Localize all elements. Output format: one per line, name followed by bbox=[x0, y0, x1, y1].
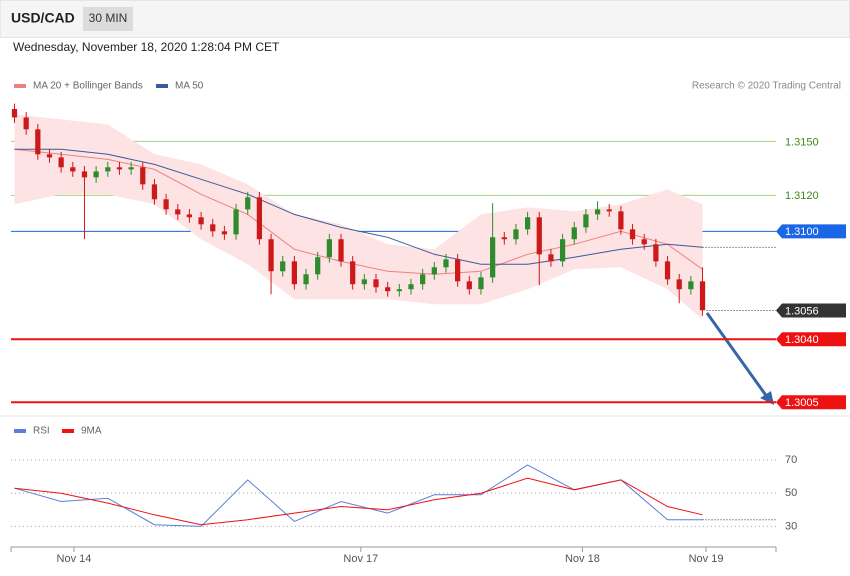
candle-body bbox=[676, 279, 682, 290]
candle-body bbox=[221, 231, 228, 235]
candle-body bbox=[443, 259, 449, 268]
candle-body bbox=[653, 244, 659, 262]
candle-body bbox=[489, 237, 496, 278]
indicator-line bbox=[14, 477, 703, 526]
candle-body bbox=[46, 154, 53, 158]
symbol: USD/CAD bbox=[11, 10, 75, 26]
x-tick-label: Nov 18 bbox=[565, 553, 600, 565]
legend-swatch bbox=[156, 84, 168, 88]
candle-body bbox=[466, 281, 472, 290]
candle-body bbox=[688, 281, 694, 290]
candle-body bbox=[268, 239, 274, 272]
candle-body bbox=[81, 171, 88, 178]
legend-swatch bbox=[62, 429, 74, 433]
level-tag bbox=[776, 224, 846, 239]
candle-body bbox=[163, 199, 169, 210]
legend-label: MA 20 + Bollinger Bands bbox=[33, 81, 143, 92]
level-label: 1.3150 bbox=[785, 136, 819, 148]
candle-body bbox=[233, 209, 239, 235]
candle-body bbox=[58, 157, 64, 168]
level-label: 1.3120 bbox=[785, 190, 819, 202]
candle-body bbox=[396, 289, 402, 292]
candle-body bbox=[513, 229, 519, 240]
level-label: 1.3040 bbox=[785, 334, 819, 346]
candle-body bbox=[186, 214, 193, 218]
level-tag bbox=[776, 303, 846, 318]
candle-body bbox=[524, 217, 531, 230]
interval-badge[interactable] bbox=[83, 7, 133, 31]
level-label: 1.3056 bbox=[785, 305, 819, 317]
candle-body bbox=[11, 108, 18, 118]
candle-body bbox=[35, 129, 41, 155]
candle-body bbox=[198, 217, 204, 225]
candle-body bbox=[151, 184, 158, 200]
candle-body bbox=[93, 171, 99, 178]
indicator-line bbox=[14, 464, 703, 527]
candle-body bbox=[373, 279, 379, 288]
candle-body bbox=[291, 261, 298, 285]
timestamp: Wednesday, November 18, 2020 1:28:04 PM … bbox=[13, 40, 280, 54]
candle-body bbox=[548, 254, 554, 262]
candle-body bbox=[128, 167, 134, 170]
candle-body bbox=[303, 274, 309, 285]
candle-body bbox=[350, 261, 356, 285]
candle-body bbox=[245, 197, 251, 210]
x-tick-label: Nov 14 bbox=[57, 553, 92, 565]
candle-body bbox=[338, 239, 344, 262]
x-tick-label: Nov 17 bbox=[343, 553, 378, 565]
candle-body bbox=[420, 274, 426, 285]
y-tick-label: 70 bbox=[785, 454, 797, 466]
y-tick-label: 30 bbox=[785, 520, 797, 532]
level-label: 1.3005 bbox=[785, 397, 819, 409]
forecast-arrow bbox=[705, 312, 772, 402]
candle-body bbox=[478, 277, 484, 290]
candle-body bbox=[699, 281, 706, 311]
candle-body bbox=[315, 257, 321, 275]
candle-body bbox=[385, 287, 391, 292]
candle-body bbox=[618, 211, 624, 230]
legend-swatch bbox=[14, 84, 26, 88]
candle-body bbox=[431, 267, 437, 275]
candle-body bbox=[256, 197, 263, 240]
bollinger-band bbox=[14, 114, 703, 320]
x-tick-label: Nov 19 bbox=[689, 553, 724, 565]
candle-body bbox=[116, 167, 123, 170]
candle-body bbox=[70, 167, 76, 172]
legend-swatch bbox=[14, 429, 26, 433]
candle-body bbox=[536, 217, 542, 255]
header-bar bbox=[0, 0, 850, 38]
candle-body bbox=[408, 284, 414, 290]
level-tag bbox=[776, 395, 846, 410]
candle-body bbox=[629, 229, 636, 240]
candle-body bbox=[641, 239, 647, 245]
legend-label: MA 50 bbox=[175, 81, 204, 92]
candle-body bbox=[455, 259, 461, 282]
candle-body bbox=[571, 227, 577, 240]
candle-body bbox=[280, 261, 286, 272]
credit: Research © 2020 Trading Central bbox=[692, 81, 841, 92]
candle-body bbox=[175, 209, 181, 215]
candle-body bbox=[559, 239, 566, 262]
candle-body bbox=[140, 167, 146, 185]
candle-body bbox=[361, 279, 367, 285]
legend-label: RSI bbox=[33, 426, 50, 437]
level-label: 1.3100 bbox=[785, 226, 819, 238]
level-tag bbox=[776, 332, 846, 347]
candle-body bbox=[105, 167, 111, 172]
moving-average bbox=[14, 148, 703, 265]
interval[interactable]: 30 MIN bbox=[89, 11, 128, 25]
candle-body bbox=[501, 237, 507, 240]
candle-body bbox=[210, 224, 216, 232]
candle-body bbox=[606, 209, 612, 212]
candle-body bbox=[326, 239, 332, 258]
candle-body bbox=[583, 214, 589, 228]
y-tick-label: 50 bbox=[785, 487, 797, 499]
legend-label: 9MA bbox=[81, 426, 102, 437]
candle-body bbox=[23, 117, 29, 130]
candle-body bbox=[664, 261, 671, 280]
candle-body bbox=[594, 209, 601, 215]
